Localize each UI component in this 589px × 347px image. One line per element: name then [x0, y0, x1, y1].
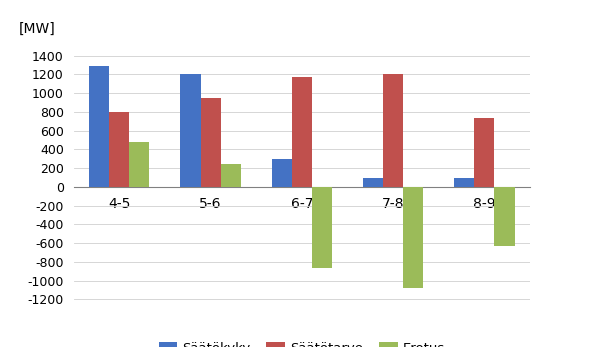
Bar [454, 178, 474, 187]
Bar [180, 75, 200, 187]
Bar [221, 164, 241, 187]
Bar [292, 77, 312, 187]
Bar [89, 66, 109, 187]
Bar [272, 159, 292, 187]
Bar [200, 98, 221, 187]
Bar [495, 187, 515, 246]
Bar [312, 187, 332, 268]
Bar [130, 142, 150, 187]
Legend: Säätökyky, Säätötarve, Erotus: Säätökyky, Säätötarve, Erotus [153, 337, 451, 347]
Bar [363, 178, 383, 187]
Bar [383, 75, 403, 187]
Text: [MW]: [MW] [19, 22, 55, 36]
Bar [474, 118, 495, 187]
Bar [403, 187, 423, 288]
Bar [109, 112, 130, 187]
